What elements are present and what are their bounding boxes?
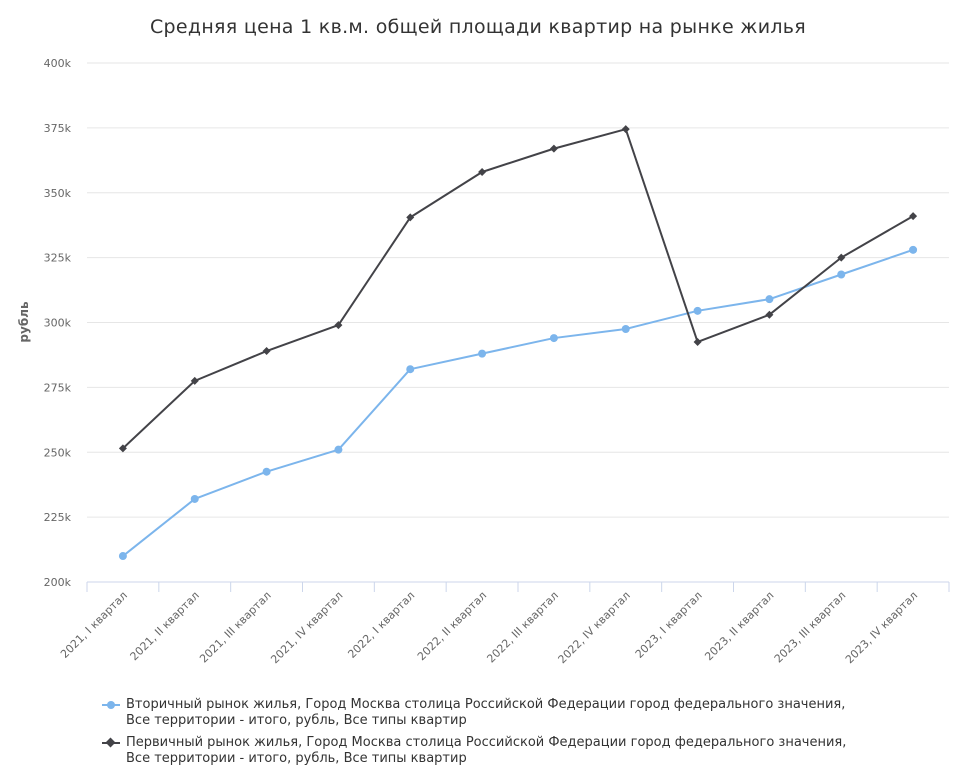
data-point[interactable] xyxy=(909,212,918,221)
data-point[interactable] xyxy=(334,321,343,330)
series-line xyxy=(122,128,914,450)
data-point[interactable] xyxy=(621,125,630,134)
y-tick-label: 275k xyxy=(44,381,72,394)
series-group xyxy=(118,125,918,561)
legend-item-secondary-market[interactable]: Вторичный рынок жилья, Город Москва стол… xyxy=(100,697,900,729)
data-point[interactable] xyxy=(262,467,271,476)
x-tick-label: 2023, III квартал xyxy=(772,589,849,666)
data-point[interactable] xyxy=(118,552,127,561)
x-tick-label: 2021, I квартал xyxy=(58,589,130,661)
y-tick-label: 350k xyxy=(44,187,72,200)
y-axis-label: рубль xyxy=(17,301,31,343)
data-point[interactable] xyxy=(549,144,558,153)
data-point[interactable] xyxy=(693,337,702,346)
chart-title: Средняя цена 1 кв.м. общей площади кварт… xyxy=(150,16,806,38)
data-point[interactable] xyxy=(549,334,558,343)
y-tick-label: 250k xyxy=(44,446,72,459)
data-point[interactable] xyxy=(190,494,199,503)
legend-item-primary-market[interactable]: Первичный рынок жилья, Город Москва стол… xyxy=(100,735,900,767)
data-point[interactable] xyxy=(262,347,271,356)
data-point[interactable] xyxy=(909,245,918,254)
y-tick-label: 200k xyxy=(44,576,72,589)
y-axis-ticks: 200k 225k 250k 275k 300k 325k 350k 375k 400k xyxy=(44,57,72,589)
data-point[interactable] xyxy=(621,324,630,333)
data-point[interactable] xyxy=(118,444,127,453)
data-point[interactable] xyxy=(478,167,487,176)
circle-marker-icon xyxy=(107,701,115,709)
x-axis xyxy=(86,581,950,592)
legend-label-line-1: Вторичный рынок жилья, Город Москва стол… xyxy=(126,697,846,712)
x-tick-label: 2021, IV квартал xyxy=(268,589,345,666)
data-point[interactable] xyxy=(693,306,702,315)
series-line xyxy=(122,248,914,557)
x-tick-label: 2021, III квартал xyxy=(197,589,274,666)
grid-lines xyxy=(87,62,949,518)
data-point[interactable] xyxy=(837,270,846,279)
x-tick-label: 2022, III квартал xyxy=(484,589,561,666)
y-tick-label: 400k xyxy=(44,57,72,70)
x-tick-label: 2023, II квартал xyxy=(702,589,776,663)
series-1 xyxy=(118,245,918,561)
x-tick-label: 2022, I квартал xyxy=(345,589,417,661)
y-tick-label: 300k xyxy=(44,317,72,330)
data-point[interactable] xyxy=(190,376,199,385)
y-tick-label: 325k xyxy=(44,252,72,265)
data-point[interactable] xyxy=(406,365,415,374)
x-tick-label: 2022, II квартал xyxy=(415,589,489,663)
x-tick-label: 2021, II квартал xyxy=(128,589,202,663)
series-2 xyxy=(118,125,918,453)
legend: Вторичный рынок жилья, Город Москва стол… xyxy=(100,697,900,773)
legend-label-line-2: Все территории - итого, рубль, Все типы … xyxy=(126,751,467,766)
data-point[interactable] xyxy=(765,295,774,304)
x-tick-label: 2022, IV квартал xyxy=(556,589,633,666)
x-tick-label: 2023, IV квартал xyxy=(843,589,920,666)
line-chart: Средняя цена 1 кв.м. общей площади кварт… xyxy=(17,16,950,666)
data-point[interactable] xyxy=(837,253,846,262)
data-point[interactable] xyxy=(478,349,487,358)
diamond-marker-icon xyxy=(105,737,116,748)
y-tick-label: 375k xyxy=(44,122,72,135)
legend-label-line-1: Первичный рынок жилья, Город Москва стол… xyxy=(126,735,847,750)
data-point[interactable] xyxy=(334,445,343,454)
legend-label-line-2: Все территории - итого, рубль, Все типы … xyxy=(126,713,467,728)
y-tick-label: 225k xyxy=(44,511,72,524)
x-tick-label: 2023, I квартал xyxy=(633,589,705,661)
data-point[interactable] xyxy=(765,310,774,319)
data-point[interactable] xyxy=(406,213,415,222)
